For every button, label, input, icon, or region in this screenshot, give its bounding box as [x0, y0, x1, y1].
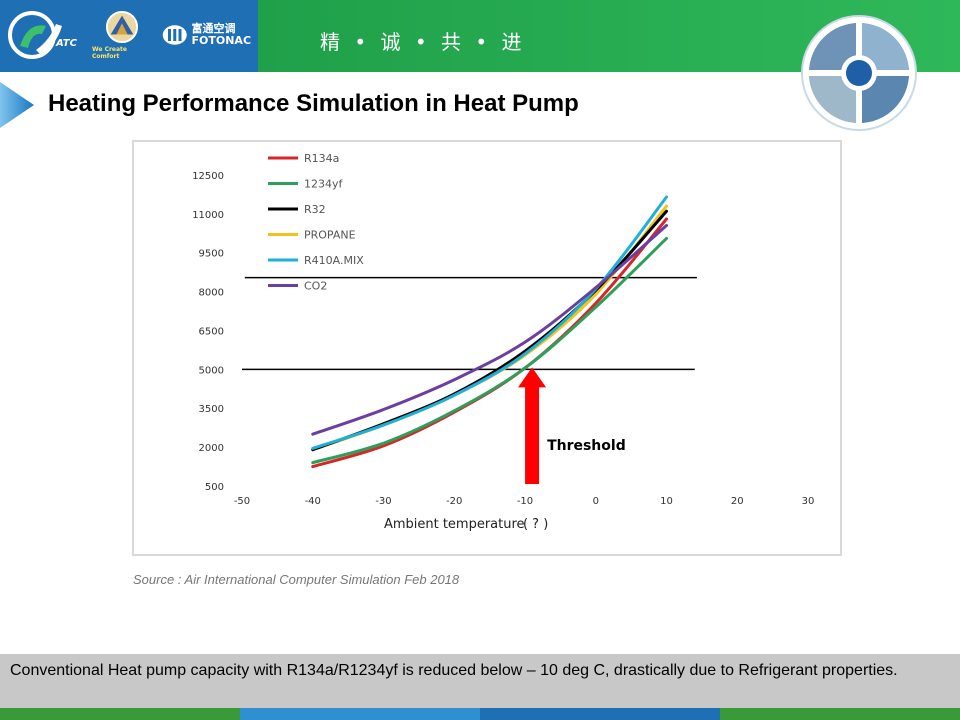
- series-line-r32: [311, 209, 668, 452]
- footnote-bar: [0, 654, 960, 708]
- header-bar: ATC We Create Comfort 富通空调 FOTONAC 精 • 诚…: [0, 0, 960, 72]
- legend-label: PROPANE: [304, 229, 356, 242]
- y-tick-label: 500: [205, 482, 224, 493]
- chart-frame: 500 2000 3500 5000 6500 8000 9500 11000 12500 -50…: [132, 140, 842, 556]
- fotonac-logo-text: 富通空调 FOTONAC: [191, 22, 252, 47]
- legend-label: R32: [304, 203, 326, 216]
- series-line-co2: [311, 224, 668, 436]
- threshold-arrow: [518, 367, 547, 484]
- legend-label: R410A.MIX: [304, 254, 364, 267]
- y-tick-label: 5000: [199, 365, 224, 376]
- footer-color-strip: [0, 708, 960, 720]
- legend-label: CO2: [304, 280, 327, 293]
- page-title: Heating Performance Simulation in Heat P…: [48, 90, 579, 117]
- factory-badge-icon: [801, 15, 917, 131]
- threshold-label: Threshold: [547, 438, 626, 454]
- y-tick-label: 11000: [192, 210, 224, 221]
- atc-logo: ATC: [6, 10, 88, 60]
- x-tick-label: 20: [731, 496, 744, 507]
- x-axis-unit: ( ? ): [523, 517, 548, 532]
- company-slogan: 精 • 诚 • 共 • 进: [320, 30, 526, 54]
- y-tick-label: 3500: [199, 404, 224, 415]
- legend-label: R134a: [304, 152, 339, 165]
- fotonac-logo: 富通空调 FOTONAC: [162, 10, 272, 60]
- y-tick-label: 12500: [192, 171, 224, 182]
- series-line-propane: [311, 204, 668, 452]
- source-note: Source : Air International Computer Simu…: [133, 572, 460, 587]
- atc-logo-text: ATC: [56, 38, 77, 49]
- x-tick-label: -20: [446, 496, 462, 507]
- logo-area: ATC We Create Comfort 富通空调 FOTONAC: [0, 0, 300, 72]
- x-tick-label: -40: [305, 496, 321, 507]
- x-axis-label: Ambient temperature: [384, 517, 525, 532]
- legend-label: 1234yf: [304, 178, 344, 191]
- x-tick-label: -30: [375, 496, 391, 507]
- y-tick-label: 9500: [199, 249, 224, 260]
- series-line-r410a-mix: [311, 195, 668, 450]
- x-tick-label: -50: [234, 496, 250, 507]
- line-chart: 500 2000 3500 5000 6500 8000 9500 11000 12500 -50…: [192, 152, 815, 532]
- x-tick-label: 30: [802, 496, 815, 507]
- comfort-logo-text: We Create Comfort: [92, 46, 127, 60]
- y-tick-label: 2000: [199, 443, 224, 454]
- comfort-logo: We Create Comfort: [92, 10, 152, 60]
- x-tick-label: 10: [660, 496, 673, 507]
- x-tick-label: 0: [593, 496, 599, 507]
- series-line-1234yf: [311, 236, 668, 465]
- y-tick-label: 8000: [199, 288, 224, 299]
- x-tick-label: -10: [517, 496, 533, 507]
- y-tick-label: 6500: [199, 326, 224, 337]
- footnote-text: Conventional Heat pump capacity with R13…: [10, 662, 898, 679]
- title-arrow-icon: [0, 82, 34, 128]
